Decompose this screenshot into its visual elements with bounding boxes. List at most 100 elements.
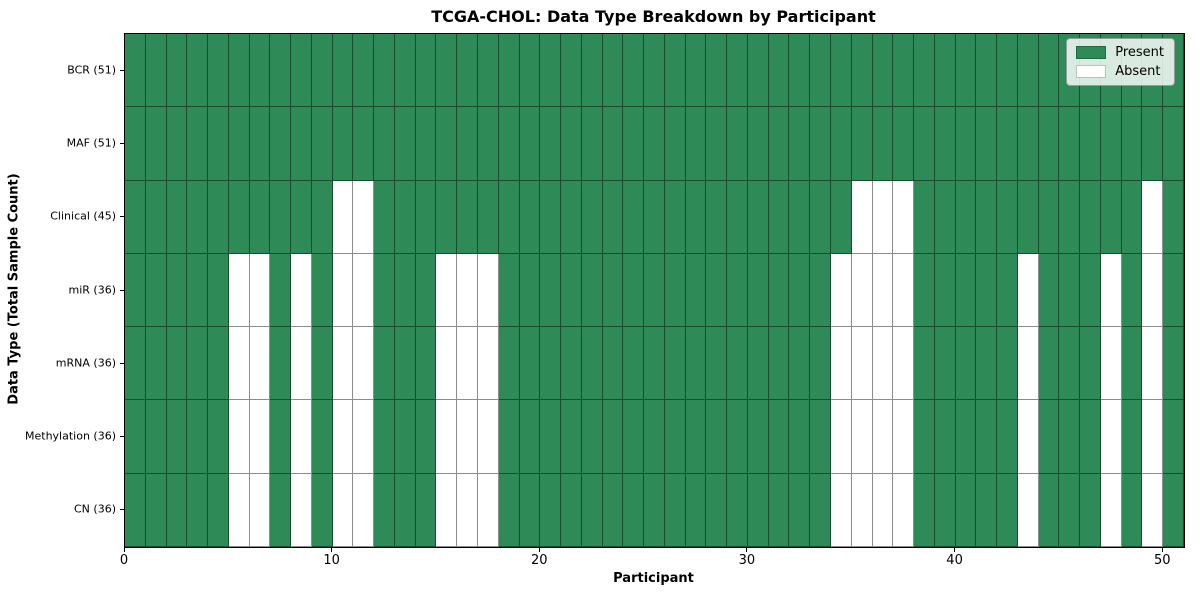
- heatmap-cell: [353, 327, 375, 401]
- heatmap-cell: [519, 400, 541, 474]
- heatmap-cell: [623, 253, 645, 328]
- heatmap-cell: [789, 327, 811, 401]
- heatmap-cell: [706, 107, 728, 181]
- legend-entry: Absent: [1076, 64, 1164, 79]
- heatmap-cell: [145, 473, 167, 547]
- heatmap-cell: [664, 180, 686, 254]
- heatmap-cell: [997, 34, 1018, 108]
- heatmap-cell: [332, 180, 354, 254]
- heatmap-cell: [685, 253, 707, 328]
- heatmap-cell: [291, 327, 312, 401]
- heatmap-cell: [394, 400, 416, 474]
- heatmap-cell: [311, 253, 333, 328]
- heatmap-cell: [187, 473, 209, 547]
- heatmap-cell: [561, 253, 582, 328]
- heatmap-cell: [270, 107, 292, 181]
- heatmap-cell: [851, 327, 873, 401]
- heatmap-cell: [851, 400, 873, 474]
- heatmap-cell: [374, 400, 395, 474]
- heatmap-cell: [1017, 107, 1039, 181]
- heatmap-cell: [519, 107, 541, 181]
- heatmap-cell: [1163, 180, 1184, 254]
- heatmap-cell: [228, 180, 250, 254]
- heatmap-cell: [872, 400, 894, 474]
- heatmap-cell: [187, 253, 209, 328]
- heatmap-cell: [561, 107, 582, 181]
- heatmap-cell: [581, 473, 603, 547]
- heatmap-cell: [1017, 327, 1039, 401]
- heatmap-cell: [644, 473, 665, 547]
- heatmap-cell: [810, 473, 831, 547]
- heatmap-cell: [415, 107, 437, 181]
- heatmap-cell: [955, 107, 977, 181]
- heatmap-cell: [1100, 473, 1122, 547]
- heatmap-cell: [353, 473, 375, 547]
- heatmap-cell: [498, 180, 520, 254]
- heatmap-cell: [872, 180, 894, 254]
- heatmap-cell: [1142, 473, 1164, 547]
- heatmap-cell: [685, 327, 707, 401]
- heatmap-cell: [1163, 473, 1184, 547]
- heatmap-cell: [311, 107, 333, 181]
- heatmap-cell: [747, 400, 769, 474]
- heatmap-cell: [270, 180, 292, 254]
- heatmap-cell: [166, 400, 188, 474]
- heatmap-cell: [374, 253, 395, 328]
- x-tick-label: 0: [119, 553, 129, 568]
- heatmap-cell: [1038, 400, 1060, 474]
- heatmap-cell: [415, 400, 437, 474]
- heatmap-cell: [457, 253, 478, 328]
- heatmap-cell: [644, 327, 665, 401]
- heatmap-cell: [477, 107, 499, 181]
- heatmap-cell: [1142, 180, 1164, 254]
- heatmap-cell: [477, 253, 499, 328]
- heatmap-cell: [125, 400, 146, 474]
- heatmap-cell: [519, 253, 541, 328]
- heatmap-cell: [561, 34, 582, 108]
- y-tick-mark: [120, 69, 124, 71]
- heatmap-cell: [955, 34, 977, 108]
- heatmap-cell: [187, 327, 209, 401]
- heatmap-cell: [706, 327, 728, 401]
- heatmap-cell: [1059, 107, 1081, 181]
- heatmap-cell: [727, 327, 748, 401]
- heatmap-cell: [228, 253, 250, 328]
- heatmap-cell: [934, 107, 956, 181]
- heatmap-cell: [1038, 107, 1060, 181]
- plot-area: Present Absent: [124, 33, 1185, 548]
- heatmap-cell: [581, 180, 603, 254]
- heatmap-cell: [249, 253, 271, 328]
- heatmap-cell: [208, 107, 229, 181]
- heatmap-cell: [1121, 107, 1143, 181]
- x-tick-mark: [123, 548, 125, 552]
- heatmap-cell: [1059, 180, 1081, 254]
- heatmap-cell: [830, 180, 852, 254]
- heatmap-cell: [1100, 327, 1122, 401]
- heatmap-cell: [228, 327, 250, 401]
- heatmap-cell: [997, 180, 1018, 254]
- heatmap-cell: [498, 253, 520, 328]
- heatmap-cell: [332, 34, 354, 108]
- heatmap-cell: [394, 34, 416, 108]
- heatmap-cell: [872, 253, 894, 328]
- heatmap-cell: [457, 473, 478, 547]
- chart-title: TCGA-CHOL: Data Type Breakdown by Partic…: [431, 7, 876, 26]
- heatmap-cell: [249, 327, 271, 401]
- heatmap-cell: [540, 180, 562, 254]
- heatmap-cell: [727, 180, 748, 254]
- heatmap-cell: [457, 400, 478, 474]
- heatmap-cell: [706, 34, 728, 108]
- heatmap-cell: [1080, 327, 1101, 401]
- heatmap-cell: [415, 473, 437, 547]
- legend-label: Present: [1115, 45, 1164, 60]
- heatmap-cell: [830, 34, 852, 108]
- heatmap-cell: [291, 34, 312, 108]
- heatmap-cell: [166, 107, 188, 181]
- heatmap-cell: [602, 180, 624, 254]
- heatmap-cell: [581, 327, 603, 401]
- y-tick-label: BCR (51): [67, 63, 116, 77]
- heatmap-cell: [270, 473, 292, 547]
- heatmap-cell: [561, 473, 582, 547]
- legend-label: Absent: [1115, 64, 1161, 79]
